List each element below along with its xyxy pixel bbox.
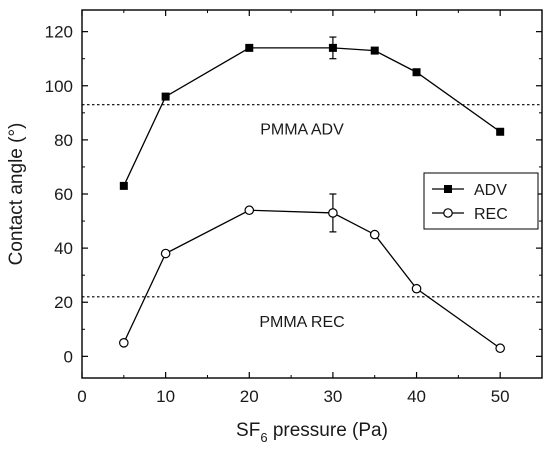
y-tick-label: 40 — [54, 239, 73, 258]
data-point — [119, 181, 128, 190]
reference-lines: PMMA ADV PMMA REC — [82, 104, 542, 331]
data-point — [328, 43, 337, 52]
data-point — [411, 283, 422, 294]
data-point — [495, 343, 505, 354]
x-tick-label: 10 — [156, 387, 175, 406]
legend: ADV REC — [423, 172, 539, 230]
x-axis-title-rest: pressure (Pa) — [268, 420, 388, 441]
x-tick-label: 40 — [407, 387, 426, 406]
data-point — [412, 68, 421, 77]
data-point — [161, 92, 170, 101]
legend-marker — [443, 208, 453, 218]
legend-marker — [444, 185, 452, 193]
y-tick-label: 20 — [54, 293, 73, 312]
data-point — [160, 248, 171, 259]
data-point — [244, 205, 255, 216]
y-axis-title: Contact angle (°) — [6, 123, 27, 266]
series-adv — [119, 36, 505, 190]
series-rec — [119, 193, 505, 354]
y-tick-label: 80 — [54, 131, 73, 150]
y-tick-label: 120 — [45, 23, 73, 42]
x-axis-title-main: SF — [236, 420, 260, 441]
y-tick-label: 60 — [54, 185, 73, 204]
x-axis-title: SF6 pressure (Pa) — [236, 420, 388, 445]
y-tick-label: 100 — [45, 77, 73, 96]
x-tick-label: 30 — [323, 387, 342, 406]
data-point — [370, 46, 379, 55]
legend-label: ADV — [474, 182, 507, 199]
reference-line-label: PMMA REC — [259, 314, 344, 331]
series-line — [123, 47, 501, 187]
x-tick-label: 0 — [77, 387, 86, 406]
data-series — [119, 36, 505, 354]
y-tick-label: 0 — [64, 347, 73, 366]
x-axis-title-subscript: 6 — [260, 430, 267, 445]
data-point — [328, 208, 338, 218]
data-point — [496, 127, 505, 136]
legend-label: REC — [474, 206, 508, 223]
x-tick-label: 20 — [240, 387, 259, 406]
data-point — [369, 229, 380, 240]
reference-line-label: PMMA ADV — [260, 122, 344, 139]
axis-ticks: 0 10 20 30 40 50 0 20 40 60 80 100 120 — [45, 10, 542, 406]
data-point — [245, 43, 254, 52]
legend-box — [423, 172, 539, 230]
data-point — [119, 338, 129, 348]
x-tick-label: 50 — [491, 387, 510, 406]
